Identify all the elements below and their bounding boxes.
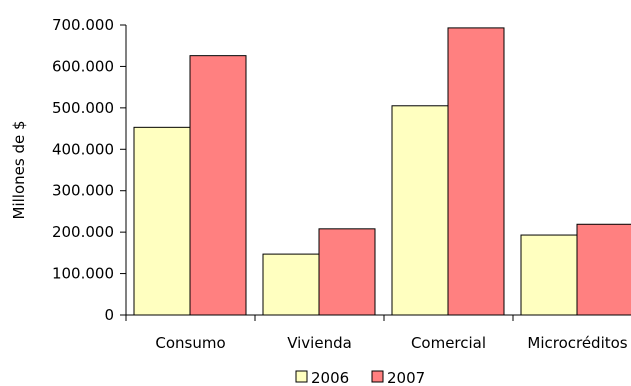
plot-area: 0 100.000 200.000 300.000 400.000 500.000 600.… bbox=[52, 16, 631, 352]
bar-2006-consumo bbox=[133, 126, 191, 316]
bar-2007-vivienda bbox=[318, 228, 376, 316]
x-category-label: Consumo bbox=[155, 334, 225, 352]
y-tick-label: 400.000 bbox=[52, 140, 114, 158]
y-tick-label: 100.000 bbox=[52, 265, 114, 283]
bar-2007-comercial bbox=[447, 27, 505, 316]
y-tick-label: 700.000 bbox=[52, 16, 114, 34]
legend-label-2006: 2006 bbox=[311, 369, 349, 386]
bar-2006-microcréditos bbox=[520, 234, 578, 316]
y-tick-label: 200.000 bbox=[52, 223, 114, 241]
legend-label-2007: 2007 bbox=[387, 369, 425, 386]
bar-2007-consumo bbox=[189, 55, 247, 316]
y-tick-label: 300.000 bbox=[52, 182, 114, 200]
x-category-label: Microcréditos bbox=[527, 334, 627, 352]
legend-swatch-2006 bbox=[295, 370, 308, 383]
x-category-label: Comercial bbox=[411, 334, 486, 352]
y-tick-label: 600.000 bbox=[52, 57, 114, 75]
y-axis-title: Millones de $ bbox=[10, 120, 28, 219]
x-category-label: Vivienda bbox=[287, 334, 352, 352]
y-tick-label: 500.000 bbox=[52, 99, 114, 117]
bar-2006-comercial bbox=[391, 105, 449, 316]
bar-2007-microcréditos bbox=[576, 223, 631, 316]
legend-swatch-2007 bbox=[371, 370, 384, 383]
y-tick-label: 0 bbox=[104, 306, 114, 324]
bar-2006-vivienda bbox=[262, 253, 320, 316]
legend: 2006 2007 bbox=[295, 369, 425, 386]
